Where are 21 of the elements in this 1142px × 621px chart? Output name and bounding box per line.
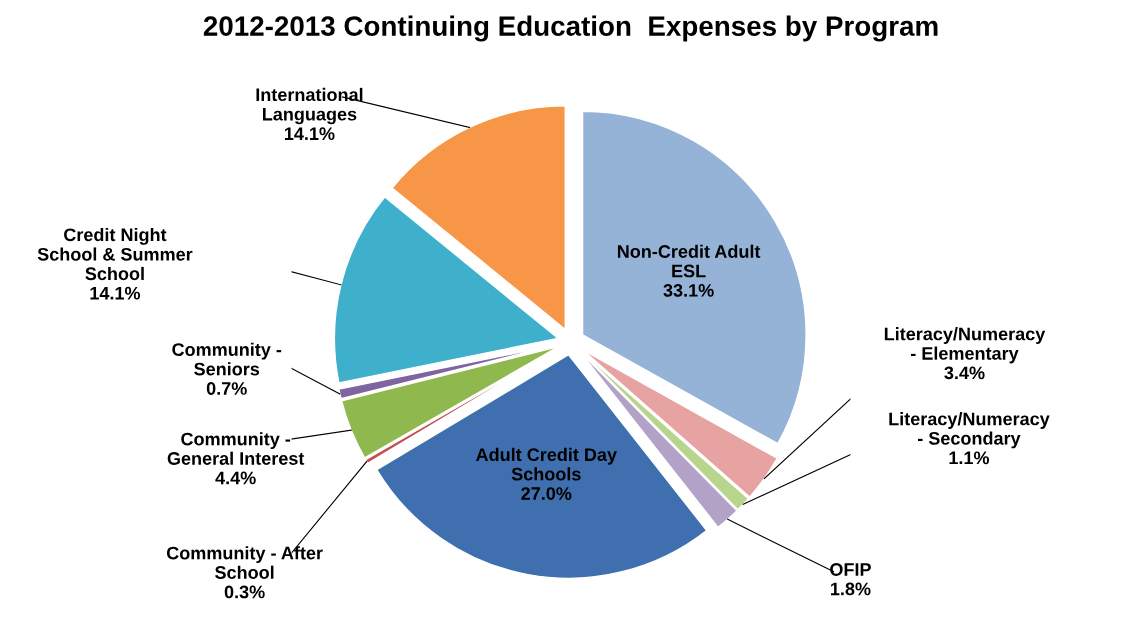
- chart-title: 2012-2013 Continuing Education Expenses by Program: [203, 15, 938, 42]
- slice-label: International Languages: [256, 87, 363, 125]
- data-label: 1.8%: [831, 582, 871, 596]
- data-label: 27.0%: [521, 487, 572, 500]
- slice-label: Community - After School: [166, 546, 323, 579]
- slice-label: OFIP: [830, 563, 871, 576]
- slice-label: Community - General Interest: [167, 432, 305, 465]
- data-label: 1.1%: [949, 451, 990, 465]
- slice-label: Adult Credit Day Schools: [476, 447, 617, 481]
- data-label: 0.3%: [224, 585, 265, 599]
- data-label: 33.1%: [663, 284, 714, 297]
- slice-label: Community - Seniors: [172, 342, 282, 376]
- data-label: 3.4%: [944, 366, 985, 380]
- slice-label: Literacy/Numeracy - Elementary: [884, 327, 1046, 364]
- data-label: 4.4%: [215, 471, 256, 485]
- data-label: 14.1%: [284, 127, 335, 141]
- data-label: 0.7%: [206, 382, 247, 395]
- slice-label: Credit Night School & Summer School: [37, 227, 193, 281]
- data-label: 14.1%: [90, 286, 141, 300]
- slice-label: Non-Credit Adult ESL: [617, 244, 761, 278]
- slice-label: Literacy/Numeracy - Secondary: [889, 412, 1050, 449]
